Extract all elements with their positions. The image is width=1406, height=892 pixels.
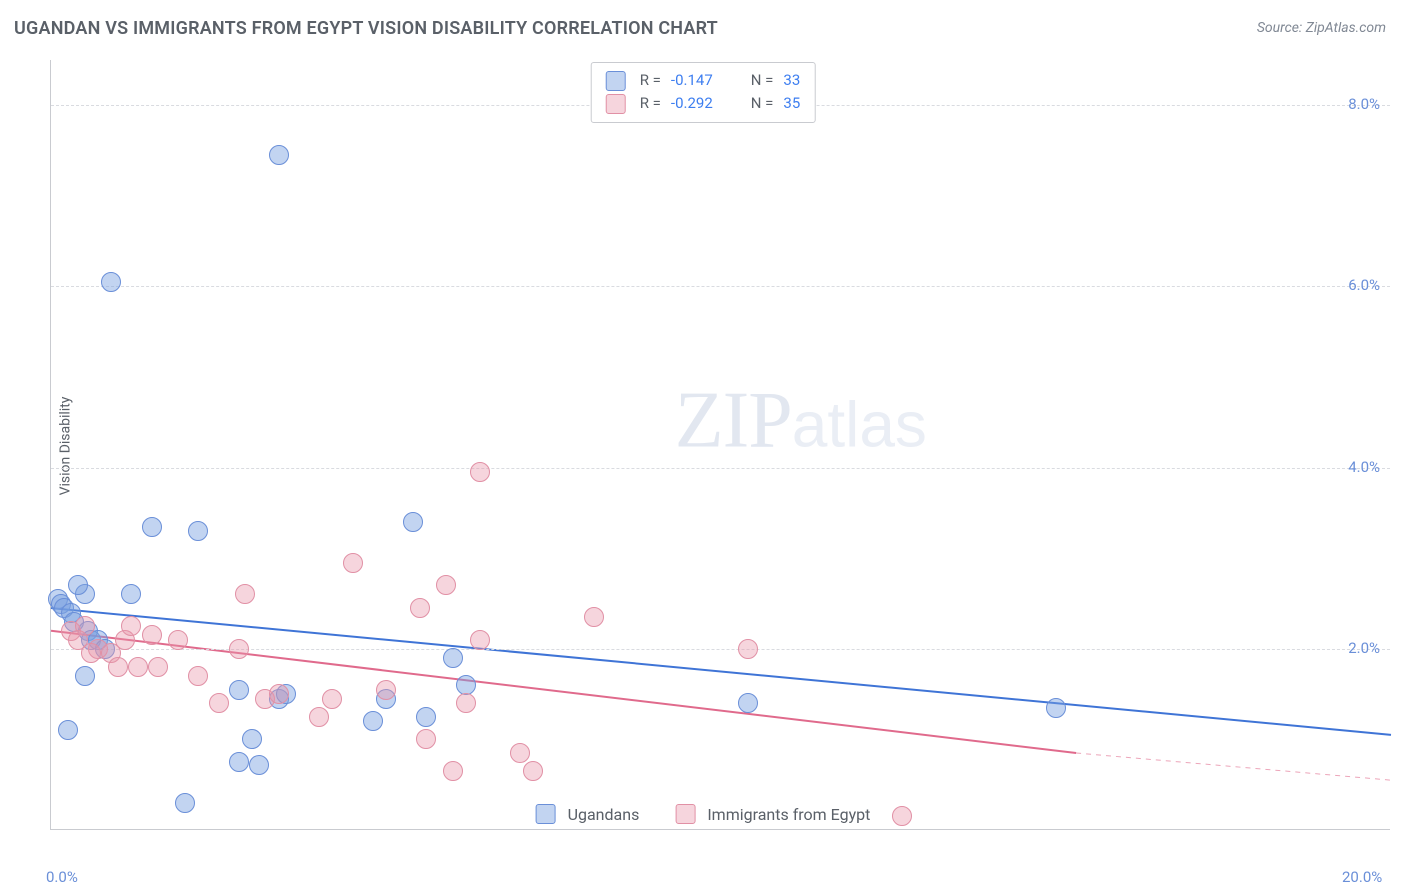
scatter-point-ugandans xyxy=(58,720,78,740)
gridline xyxy=(51,468,1390,469)
scatter-point-ugandans xyxy=(363,711,383,731)
scatter-point-egypt xyxy=(470,630,490,650)
x-tick-label: 20.0% xyxy=(1342,868,1382,886)
scatter-point-egypt xyxy=(416,729,436,749)
scatter-point-egypt xyxy=(142,625,162,645)
scatter-point-egypt xyxy=(188,666,208,686)
source-attribution: Source: ZipAtlas.com xyxy=(1257,20,1386,36)
trend-line-extrapolated xyxy=(1076,753,1391,780)
scatter-point-egypt xyxy=(108,657,128,677)
scatter-point-ugandans xyxy=(68,575,88,595)
y-tick-label: 2.0% xyxy=(1348,639,1380,657)
legend-stat-row: R = -0.292 N = 35 xyxy=(606,92,801,115)
scatter-point-ugandans xyxy=(443,648,463,668)
legend-stats: R = -0.147 N = 33 R = -0.292 N = 35 xyxy=(591,62,816,123)
trend-lines xyxy=(51,60,1391,830)
legend-n-label: N = xyxy=(751,69,774,92)
y-tick-label: 8.0% xyxy=(1348,95,1380,113)
scatter-point-egypt xyxy=(343,553,363,573)
scatter-point-egypt xyxy=(309,707,329,727)
legend-n-value: 33 xyxy=(783,69,800,92)
scatter-point-ugandans xyxy=(229,752,249,772)
scatter-point-egypt xyxy=(235,584,255,604)
scatter-point-egypt xyxy=(738,639,758,659)
legend-n-label: N = xyxy=(751,92,774,115)
scatter-point-ugandans xyxy=(1046,698,1066,718)
scatter-point-ugandans xyxy=(249,755,269,775)
legend-stat-row: R = -0.147 N = 33 xyxy=(606,69,801,92)
legend-r-label: R = xyxy=(640,92,661,115)
y-tick-label: 4.0% xyxy=(1348,458,1380,476)
x-tick-label: 0.0% xyxy=(46,868,78,886)
scatter-point-egypt xyxy=(523,761,543,781)
scatter-point-ugandans xyxy=(142,517,162,537)
gridline xyxy=(51,649,1390,650)
scatter-point-ugandans xyxy=(242,729,262,749)
scatter-point-egypt xyxy=(322,689,342,709)
legend-swatch xyxy=(536,804,556,824)
scatter-point-ugandans xyxy=(269,145,289,165)
legend-swatch xyxy=(606,71,626,91)
scatter-point-egypt xyxy=(510,743,530,763)
legend-swatch xyxy=(675,804,695,824)
scatter-point-ugandans xyxy=(175,793,195,813)
scatter-point-ugandans xyxy=(101,272,121,292)
scatter-point-ugandans xyxy=(188,521,208,541)
scatter-point-egypt xyxy=(584,607,604,627)
scatter-point-egypt xyxy=(410,598,430,618)
scatter-point-egypt xyxy=(81,643,101,663)
scatter-point-ugandans xyxy=(416,707,436,727)
scatter-point-egypt xyxy=(128,657,148,677)
legend-item: Immigrants from Egypt xyxy=(675,804,870,824)
watermark-main: ZIP xyxy=(675,377,792,465)
scatter-point-egypt xyxy=(168,630,188,650)
y-tick-label: 6.0% xyxy=(1348,276,1380,294)
scatter-point-egypt xyxy=(121,616,141,636)
scatter-point-ugandans xyxy=(403,512,423,532)
scatter-point-ugandans xyxy=(75,666,95,686)
legend-series-name: Ugandans xyxy=(568,805,640,824)
scatter-point-egypt xyxy=(443,761,463,781)
scatter-point-egypt xyxy=(229,639,249,659)
gridline xyxy=(51,286,1390,287)
legend-r-value: -0.292 xyxy=(671,92,713,115)
scatter-point-egypt xyxy=(470,462,490,482)
scatter-point-egypt xyxy=(436,575,456,595)
legend-r-value: -0.147 xyxy=(671,69,713,92)
scatter-point-egypt xyxy=(456,693,476,713)
legend-series: Ugandans Immigrants from Egypt xyxy=(536,804,871,824)
scatter-point-ugandans xyxy=(121,584,141,604)
chart-title: UGANDAN VS IMMIGRANTS FROM EGYPT VISION … xyxy=(14,18,718,39)
scatter-point-ugandans xyxy=(229,680,249,700)
scatter-point-egypt xyxy=(148,657,168,677)
scatter-point-egypt xyxy=(269,684,289,704)
legend-item: Ugandans xyxy=(536,804,640,824)
trend-line xyxy=(51,608,1391,735)
watermark-sub: atlas xyxy=(792,389,927,461)
correlation-chart: UGANDAN VS IMMIGRANTS FROM EGYPT VISION … xyxy=(0,0,1406,892)
legend-n-value: 35 xyxy=(783,92,800,115)
watermark: ZIPatlas xyxy=(675,376,927,467)
plot-area: ZIPatlas xyxy=(50,60,1390,830)
scatter-point-ugandans xyxy=(738,693,758,713)
legend-series-name: Immigrants from Egypt xyxy=(707,805,870,824)
scatter-point-egypt xyxy=(376,680,396,700)
legend-r-label: R = xyxy=(640,69,661,92)
scatter-point-ugandans xyxy=(456,675,476,695)
scatter-point-egypt xyxy=(209,693,229,713)
legend-swatch xyxy=(606,94,626,114)
scatter-point-egypt xyxy=(892,806,912,826)
